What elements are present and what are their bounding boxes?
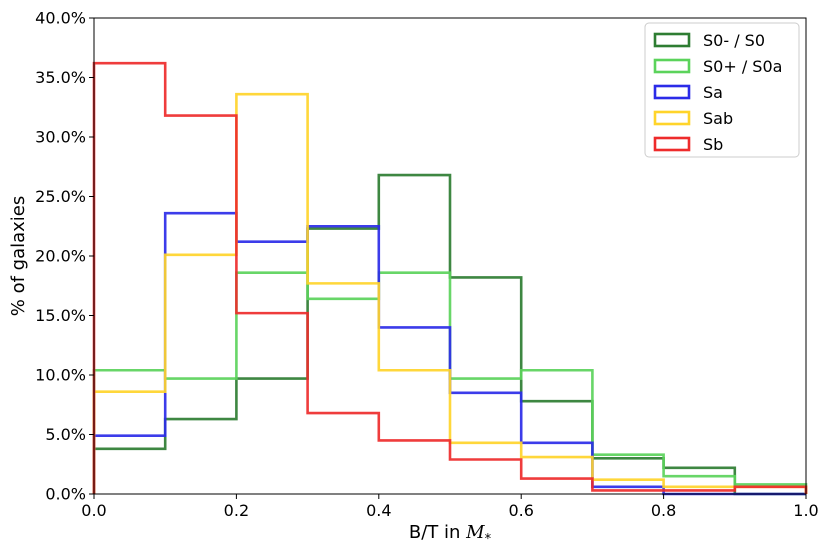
legend-swatch-0 bbox=[653, 32, 691, 48]
legend-label-2: Sa bbox=[703, 83, 723, 102]
series-3-step-line bbox=[92, 92, 808, 494]
x-tick-label: 0.6 bbox=[508, 501, 533, 520]
y-tick-label: 35.0% bbox=[35, 68, 86, 87]
series-2-step-line bbox=[92, 211, 806, 496]
y-tick-label: 10.0% bbox=[35, 366, 86, 385]
y-axis-title: % of galaxies bbox=[8, 196, 29, 317]
legend-swatch-2 bbox=[653, 84, 691, 100]
legend-swatch-4 bbox=[653, 136, 691, 152]
x-tick-label: 0.4 bbox=[366, 501, 391, 520]
series-layer bbox=[92, 61, 808, 496]
x-axis-title: B/T in M* bbox=[409, 522, 492, 547]
series-1-step-line bbox=[92, 271, 808, 494]
x-tick-label: 1.0 bbox=[793, 501, 818, 520]
series-4-step-line bbox=[92, 61, 808, 494]
legend-label-3: Sab bbox=[703, 109, 733, 128]
x-tick-label: 0.2 bbox=[224, 501, 249, 520]
legend-swatch-1 bbox=[653, 58, 691, 74]
x-tick-label: 0.0 bbox=[81, 501, 106, 520]
y-axis: 0.0% 5.0% 10.0% 15.0% 20.0% 25.0% 30.0% 35.0% 40… bbox=[35, 9, 94, 504]
legend-label-0: S0- / S0 bbox=[703, 31, 765, 50]
legend-label-1: S0+ / S0a bbox=[703, 57, 782, 76]
legend-swatch-3 bbox=[653, 110, 691, 126]
y-tick-label: 0.0% bbox=[45, 485, 86, 504]
legend-label-4: Sb bbox=[703, 135, 723, 154]
legend: S0- / S0 S0+ / S0a Sa Sab Sb bbox=[644, 22, 800, 158]
y-tick-label: 30.0% bbox=[35, 128, 86, 147]
y-tick-label: 15.0% bbox=[35, 306, 86, 325]
y-tick-label: 5.0% bbox=[45, 425, 86, 444]
x-axis: 0.0 0.2 0.4 0.6 0.8 1.0 bbox=[81, 494, 819, 520]
y-tick-label: 40.0% bbox=[35, 9, 86, 28]
y-tick-label: 20.0% bbox=[35, 247, 86, 266]
x-tick-label: 0.8 bbox=[651, 501, 676, 520]
y-tick-label: 25.0% bbox=[35, 187, 86, 206]
